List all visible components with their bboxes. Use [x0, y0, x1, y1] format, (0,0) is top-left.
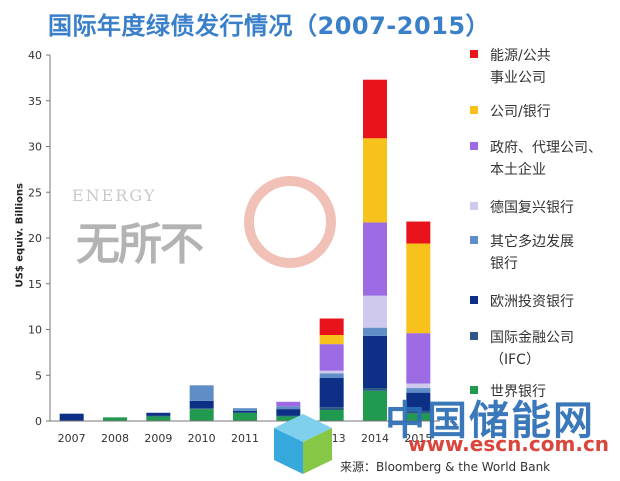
legend-swatch — [470, 202, 478, 210]
bar-segment-2009-1 — [146, 415, 171, 417]
bar-segment-2010-3 — [189, 385, 214, 401]
bar-segment-2015-6 — [406, 243, 431, 334]
legend-label: 欧洲投资银行 — [490, 292, 574, 312]
x-tick-label-2009: 2009 — [144, 432, 172, 445]
x-tick-label-2007: 2007 — [58, 432, 86, 445]
source-note: 来源：Bloomberg & the World Bank — [340, 460, 551, 474]
bar-segment-2012-0 — [276, 416, 301, 421]
legend-label-line: 世界银行 — [490, 384, 546, 400]
bar-segment-2014-1 — [363, 388, 387, 391]
legend-label: 国际金融公司 （IFC） — [490, 328, 574, 370]
bar-segment-2011-0 — [233, 412, 257, 421]
y-tick-label-30: 30 — [28, 141, 42, 154]
legend-label-line: 能源/公共 — [490, 48, 551, 64]
legend-label-line: 德国复兴银行 — [490, 200, 574, 216]
bar-segment-2013-6 — [319, 334, 344, 345]
bar-segment-2012-3 — [276, 406, 301, 410]
x-tick-label-2014: 2014 — [361, 432, 389, 445]
y-tick-label-25: 25 — [28, 186, 42, 199]
legend-label-line: 事业公司 — [490, 70, 546, 86]
legend-label: 德国复兴银行 — [490, 198, 574, 218]
y-tick-label-40: 40 — [28, 49, 42, 62]
bar-segment-2014-2 — [363, 335, 387, 389]
bar-segment-2013-5 — [319, 344, 344, 371]
brand-name: 中国储能网 — [385, 398, 595, 444]
legend-label: 其它多边发展 银行 — [490, 232, 574, 274]
bar-segment-2012-2 — [276, 409, 301, 416]
legend-label-line: 国际金融公司 — [490, 330, 574, 346]
legend-swatch — [470, 142, 478, 150]
bar-segment-2008-0 — [103, 417, 127, 421]
bar-segment-2011-2 — [233, 410, 257, 413]
bar-segment-2014-0 — [363, 390, 387, 421]
y-tick-label-35: 35 — [28, 95, 42, 108]
y-tick-label-10: 10 — [28, 324, 42, 337]
bar-segment-2009-0 — [146, 416, 171, 421]
bar-segment-2009-2 — [146, 412, 171, 416]
bar-segment-2014-7 — [363, 79, 387, 139]
brand-url: www.escn.com.cn — [408, 432, 610, 456]
legend-label: 世界银行 — [490, 382, 546, 402]
bar-segment-2015-0 — [406, 413, 431, 421]
bar-segment-2015-3 — [406, 388, 431, 393]
bar-segment-2013-1 — [319, 407, 344, 411]
bar-segment-2012-1 — [276, 415, 301, 417]
legend-label-line: 政府、代理公司、 — [490, 140, 602, 156]
bar-segment-2011-3 — [233, 408, 257, 411]
bar-segment-2013-3 — [319, 373, 344, 378]
bar-segment-2015-5 — [406, 333, 431, 384]
legend-swatch — [470, 106, 478, 114]
bar-segment-2014-5 — [363, 222, 387, 296]
legend-label: 政府、代理公司、 本土企业 — [490, 138, 602, 180]
x-tick-label-2010: 2010 — [188, 432, 216, 445]
legend-label: 能源/公共事业公司 — [490, 46, 551, 88]
x-tick-label-2011: 2011 — [231, 432, 259, 445]
bar-segment-2015-1 — [406, 410, 431, 414]
watermark-circle-icon — [244, 176, 336, 268]
legend-label: 公司/银行 — [490, 102, 551, 122]
watermark-accent-text: 能 — [258, 202, 298, 248]
chart-title: 国际年度绿债发行情况（2007-2015） — [48, 12, 491, 40]
bar-segment-2013-7 — [319, 318, 344, 335]
bar-segment-2010-1 — [189, 408, 214, 410]
legend-label-line: 本土企业 — [490, 162, 546, 178]
y-tick-label-20: 20 — [28, 232, 42, 245]
legend-swatch — [470, 296, 478, 304]
legend-swatch — [470, 332, 478, 340]
legend-label-line: （IFC） — [490, 352, 540, 368]
legend-swatch — [470, 50, 478, 58]
x-tick-label-2015: 2015 — [404, 432, 432, 445]
legend-label-line: 其它多边发展 — [490, 234, 574, 250]
watermark-main-text: 无所不 — [76, 219, 204, 270]
bar-segment-2015-7 — [406, 221, 431, 244]
bar-segment-2010-2 — [189, 400, 214, 409]
bar-segment-2010-0 — [189, 409, 214, 421]
legend-swatch — [470, 386, 478, 394]
bar-segment-2013-4 — [319, 370, 344, 374]
legend-label-line: 银行 — [490, 256, 518, 272]
brand-cube-icon — [274, 414, 332, 474]
bar-segment-2014-6 — [363, 138, 387, 223]
y-tick-label-15: 15 — [28, 278, 42, 291]
bar-segment-2013-0 — [319, 410, 344, 421]
bar-segment-2014-3 — [363, 327, 387, 336]
bar-segment-2015-4 — [406, 383, 431, 389]
x-tick-label-2008: 2008 — [101, 432, 129, 445]
bar-segment-2012-5 — [276, 401, 301, 407]
bar-segment-2014-4 — [363, 295, 387, 328]
y-tick-label-5: 5 — [35, 369, 42, 382]
y-tick-label-0: 0 — [35, 415, 42, 428]
bar-segment-2013-2 — [319, 377, 344, 408]
bar-segment-2007-2 — [59, 413, 84, 421]
legend-swatch — [470, 236, 478, 244]
legend-label-line: 公司/银行 — [490, 104, 551, 120]
legend-label-line: 欧洲投资银行 — [490, 294, 574, 310]
watermark-energy-text: ENERGY — [72, 186, 157, 205]
bar-segment-2015-2 — [406, 392, 431, 411]
